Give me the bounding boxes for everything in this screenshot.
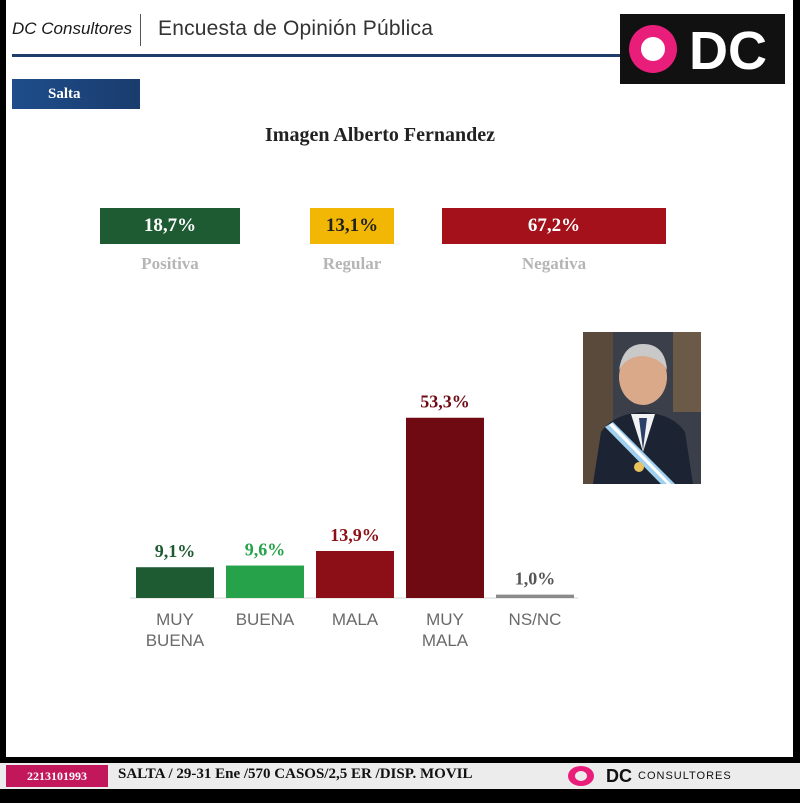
bar-1 (226, 565, 304, 598)
summary-positiva-value: 18,7% (100, 208, 240, 244)
bar-value-label-3: 53,3% (420, 392, 470, 412)
summary-negativa-value: 67,2% (442, 208, 666, 244)
category-label-1-0: BUENA (236, 610, 295, 629)
politician-photo (583, 332, 701, 484)
summary-regular-label: Regular (322, 254, 382, 273)
bar-chart: 9,1% MUY BUENA 9,6% BUENA 13,9% MALA 53,3% MUY MA… (130, 392, 578, 650)
region-tag: Salta (12, 79, 140, 109)
survey-title: Encuesta de Opinión Pública (158, 17, 434, 40)
brand-name: DC Consultores (12, 19, 132, 38)
header-rule (12, 54, 622, 57)
footer-logo-ring (568, 766, 594, 786)
bar-2 (316, 550, 394, 598)
bar-value-label-2: 13,9% (330, 525, 380, 545)
summary-regular-value: 13,1% (310, 208, 394, 244)
bar-value-label-4: 1,0% (515, 569, 556, 589)
bar-value-label-1: 9,6% (245, 540, 286, 560)
footer-phone: 2213101993 (6, 765, 108, 787)
category-label-2-0: MALA (332, 610, 379, 629)
footer-bar (0, 763, 800, 789)
bar-value-label-0: 9,1% (155, 541, 196, 561)
chart-title: Imagen Alberto Fernandez (265, 124, 495, 146)
bar-4 (496, 594, 574, 598)
footer-details: SALTA / 29-31 Ene /570 CASOS/2,5 ER /DIS… (118, 766, 473, 782)
footer-logo-consultores: CONSULTORES (638, 770, 732, 782)
footer-logo-dc: DC (606, 765, 632, 786)
logo-text: DC (689, 21, 767, 81)
dc-logo: DC (620, 14, 785, 84)
category-label-3-0: MUY (426, 610, 464, 629)
dc-logo-mark: DC (628, 21, 767, 81)
bar-3 (406, 417, 484, 598)
category-label-4-0: NS/NC (509, 610, 562, 629)
logo-ring-inner (640, 37, 665, 61)
summary-positiva-label: Positiva (141, 254, 199, 273)
footer-logo: DC CONSULTORES (566, 764, 732, 788)
bar-0 (136, 567, 214, 598)
portrait-illustration (583, 332, 701, 484)
summary-negativa-label: Negativa (521, 254, 587, 273)
category-label-3-1: MALA (422, 631, 469, 650)
category-label-0-1: BUENA (146, 631, 205, 650)
category-label-0-0: MUY (156, 610, 194, 629)
header-separator (140, 14, 141, 46)
